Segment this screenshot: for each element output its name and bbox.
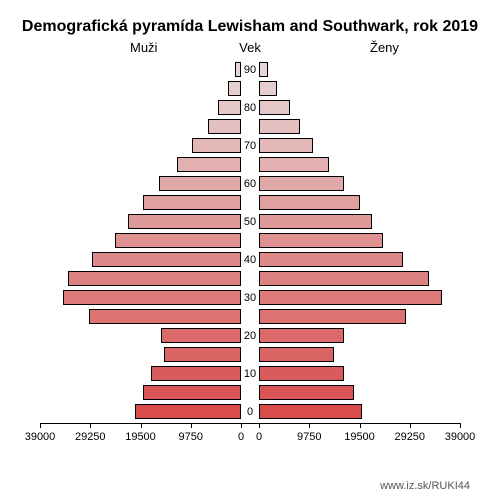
chart-title: Demografická pyramída Lewisham and South… bbox=[0, 18, 500, 36]
bar-female-85 bbox=[259, 81, 277, 96]
bar-female-40 bbox=[259, 252, 403, 267]
bar-female-20 bbox=[259, 328, 344, 343]
bar-male-90 bbox=[235, 62, 241, 77]
x-tick-label-r-29250: 29250 bbox=[394, 431, 425, 443]
bar-male-85 bbox=[228, 81, 241, 96]
x-axis bbox=[40, 423, 460, 424]
bar-female-15 bbox=[259, 347, 334, 362]
x-tick-r-9750 bbox=[309, 423, 310, 428]
chart-canvas: Demografická pyramída Lewisham and South… bbox=[0, 0, 500, 500]
label-female: Ženy bbox=[370, 40, 399, 55]
x-tick-r-39000 bbox=[460, 423, 461, 428]
x-tick-r-19500 bbox=[360, 423, 361, 428]
bar-male-80 bbox=[218, 100, 241, 115]
x-tick-label-r-9750: 9750 bbox=[297, 431, 321, 443]
x-tick-l-39000 bbox=[40, 423, 41, 428]
y-tick-50: 50 bbox=[243, 216, 257, 228]
bar-male-65 bbox=[177, 157, 241, 172]
bar-female-80 bbox=[259, 100, 290, 115]
x-tick-label-l-39000: 39000 bbox=[25, 431, 56, 443]
x-tick-l-9750 bbox=[191, 423, 192, 428]
bar-female-45 bbox=[259, 233, 383, 248]
bar-female-0 bbox=[259, 404, 362, 419]
bar-male-60 bbox=[159, 176, 241, 191]
x-tick-label-l-9750: 9750 bbox=[179, 431, 203, 443]
bar-female-10 bbox=[259, 366, 344, 381]
y-tick-80: 80 bbox=[243, 102, 257, 114]
x-tick-l-29250 bbox=[90, 423, 91, 428]
x-tick-label-l-19500: 19500 bbox=[125, 431, 156, 443]
bar-female-55 bbox=[259, 195, 360, 210]
bar-female-30 bbox=[259, 290, 442, 305]
bar-female-25 bbox=[259, 309, 406, 324]
x-tick-label-r-19500: 19500 bbox=[344, 431, 375, 443]
y-tick-30: 30 bbox=[243, 292, 257, 304]
bar-male-25 bbox=[89, 309, 241, 324]
bar-female-70 bbox=[259, 138, 313, 153]
bar-female-90 bbox=[259, 62, 268, 77]
bar-male-75 bbox=[208, 119, 242, 134]
bar-male-45 bbox=[115, 233, 241, 248]
y-tick-10: 10 bbox=[243, 368, 257, 380]
bar-male-35 bbox=[68, 271, 241, 286]
y-tick-40: 40 bbox=[243, 254, 257, 266]
footer-url: www.iz.sk/RUKI44 bbox=[380, 480, 470, 492]
y-tick-60: 60 bbox=[243, 178, 257, 190]
bar-female-50 bbox=[259, 214, 372, 229]
y-tick-70: 70 bbox=[243, 140, 257, 152]
x-tick-l-0 bbox=[241, 423, 242, 428]
bar-male-30 bbox=[63, 290, 241, 305]
bar-male-10 bbox=[151, 366, 241, 381]
y-tick-20: 20 bbox=[243, 330, 257, 342]
bar-female-60 bbox=[259, 176, 344, 191]
label-male: Muži bbox=[130, 40, 157, 55]
x-tick-r-29250 bbox=[410, 423, 411, 428]
x-tick-label-l-0: 0 bbox=[238, 431, 244, 443]
bar-male-20 bbox=[161, 328, 241, 343]
label-age: Vek bbox=[239, 40, 261, 55]
bar-male-0 bbox=[135, 404, 241, 419]
bar-female-35 bbox=[259, 271, 429, 286]
bar-male-50 bbox=[128, 214, 241, 229]
x-tick-r-0 bbox=[259, 423, 260, 428]
x-tick-label-l-29250: 29250 bbox=[75, 431, 106, 443]
bar-male-40 bbox=[92, 252, 241, 267]
bar-male-55 bbox=[143, 195, 241, 210]
bar-female-65 bbox=[259, 157, 329, 172]
bar-male-70 bbox=[192, 138, 241, 153]
bar-female-5 bbox=[259, 385, 354, 400]
x-tick-label-r-39000: 39000 bbox=[445, 431, 476, 443]
bar-male-15 bbox=[164, 347, 241, 362]
y-tick-0: 0 bbox=[243, 406, 257, 418]
bar-male-5 bbox=[143, 385, 241, 400]
plot-area: 9080706050403020100009750975019500195002… bbox=[40, 56, 460, 456]
x-tick-label-r-0: 0 bbox=[256, 431, 262, 443]
x-tick-l-19500 bbox=[141, 423, 142, 428]
bar-female-75 bbox=[259, 119, 300, 134]
y-tick-90: 90 bbox=[243, 64, 257, 76]
